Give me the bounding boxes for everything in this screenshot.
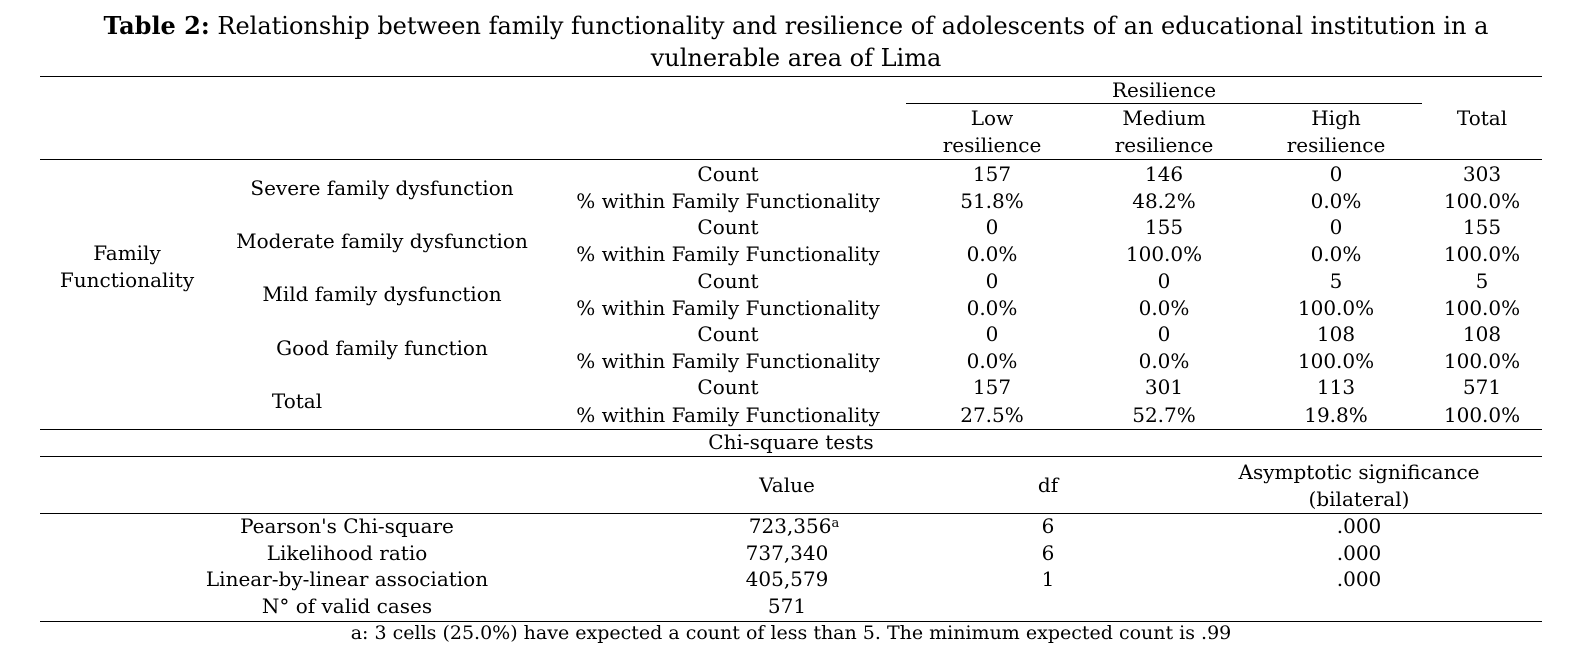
cell-pct-high: 0.0% (1310, 242, 1362, 266)
cell-count-low: 0 (985, 215, 999, 239)
stat-pct-label: % within Family Functionality (576, 403, 880, 427)
chi-header-rule (40, 513, 1542, 514)
cell-pct-medium: 48.2% (1132, 189, 1196, 213)
bottom-rule (40, 621, 1542, 622)
chi-square-title: Chi-square tests (708, 430, 874, 454)
chi-row-sig: .000 (1336, 541, 1382, 565)
chi-header-df: df (1037, 473, 1059, 497)
chi-row-value: 723,356a (748, 514, 840, 538)
cell-pct-total: 100.0% (1443, 403, 1521, 427)
table-caption: Relationship between family functionalit… (217, 12, 1489, 72)
table-title: Table 2: Relationship between family fun… (40, 10, 1552, 74)
cell-pct-low: 0.0% (966, 296, 1018, 320)
cell-count-low: 0 (985, 269, 999, 293)
cell-count-low: 157 (972, 162, 1012, 186)
cell-count-high: 108 (1316, 322, 1356, 346)
cell-count-total: 571 (1462, 375, 1502, 399)
column-header-total: Total (1456, 106, 1508, 130)
footnote-marker: a (831, 516, 840, 531)
cell-count-high: 113 (1316, 375, 1356, 399)
cell-pct-medium: 0.0% (1138, 296, 1190, 320)
resilience-group-rule (906, 103, 1422, 104)
cell-count-medium: 155 (1144, 215, 1184, 239)
cell-count-total: 155 (1462, 215, 1502, 239)
top-rule (40, 76, 1542, 77)
chi-row-label: Linear-by-linear association (205, 567, 489, 591)
cell-count-high: 5 (1329, 269, 1343, 293)
cell-pct-low: 27.5% (960, 403, 1024, 427)
column-header-low: Low resilience (942, 106, 1042, 157)
row-label: Good family function (276, 336, 488, 360)
cell-pct-high: 100.0% (1297, 349, 1375, 373)
resilience-group-header: Resilience (1111, 78, 1217, 102)
chi-row-df: 6 (1041, 541, 1055, 565)
row-label: Mild family dysfunction (262, 282, 502, 306)
cell-count-total: 108 (1462, 322, 1502, 346)
stat-pct-label: % within Family Functionality (576, 349, 880, 373)
row-label: Total (271, 389, 323, 413)
cell-pct-low: 51.8% (960, 189, 1024, 213)
chi-title-rule (40, 456, 1542, 457)
cell-pct-high: 0.0% (1310, 189, 1362, 213)
column-header-high: High resilience (1286, 106, 1386, 157)
row-variable-label: Family Functionality (59, 241, 195, 292)
stat-pct-label: % within Family Functionality (576, 296, 880, 320)
table-label: Table 2: (103, 11, 210, 40)
cell-count-total: 303 (1462, 162, 1502, 186)
cell-count-high: 0 (1329, 162, 1343, 186)
header-rule (40, 159, 1542, 160)
cell-count-medium: 301 (1144, 375, 1184, 399)
stat-pct-label: % within Family Functionality (576, 242, 880, 266)
chi-row-label: N° of valid cases (261, 594, 433, 618)
cell-pct-low: 0.0% (966, 242, 1018, 266)
cell-count-low: 157 (972, 375, 1012, 399)
chi-row-sig: .000 (1336, 567, 1382, 591)
chi-row-sig: .000 (1336, 514, 1382, 538)
cell-pct-high: 19.8% (1304, 403, 1368, 427)
chi-row-value: 737,340 (745, 541, 829, 565)
cell-pct-medium: 100.0% (1125, 242, 1203, 266)
cell-count-total: 5 (1475, 269, 1489, 293)
chi-header-value: Value (759, 473, 815, 497)
chi-row-value: 571 (767, 594, 807, 618)
crosstab-bottom-rule (40, 429, 1542, 430)
cell-count-high: 0 (1329, 215, 1343, 239)
cell-count-low: 0 (985, 322, 999, 346)
cell-pct-high: 100.0% (1297, 296, 1375, 320)
cell-pct-medium: 0.0% (1138, 349, 1190, 373)
cell-pct-total: 100.0% (1443, 242, 1521, 266)
chi-header-significance: Asymptotic significance (bilateral) (1238, 460, 1480, 511)
stat-count-label: Count (697, 375, 759, 399)
stat-count-label: Count (697, 269, 759, 293)
stat-count-label: Count (697, 162, 759, 186)
footnote: a: 3 cells (25.0%) have expected a count… (350, 622, 1232, 644)
stat-pct-label: % within Family Functionality (576, 189, 880, 213)
cell-pct-low: 0.0% (966, 349, 1018, 373)
column-header-medium: Medium resilience (1114, 106, 1214, 157)
cell-count-medium: 146 (1144, 162, 1184, 186)
cell-count-medium: 0 (1157, 269, 1171, 293)
cell-pct-total: 100.0% (1443, 189, 1521, 213)
chi-row-df: 6 (1041, 514, 1055, 538)
cell-pct-medium: 52.7% (1132, 403, 1196, 427)
chi-row-value: 405,579 (745, 567, 829, 591)
cell-count-medium: 0 (1157, 322, 1171, 346)
chi-row-label: Pearson's Chi-square (240, 514, 454, 538)
stat-count-label: Count (697, 215, 759, 239)
cell-pct-total: 100.0% (1443, 349, 1521, 373)
cell-pct-total: 100.0% (1443, 296, 1521, 320)
stat-count-label: Count (697, 322, 759, 346)
row-label: Severe family dysfunction (250, 176, 514, 200)
chi-row-df: 1 (1041, 567, 1055, 591)
chi-row-label: Likelihood ratio (266, 541, 428, 565)
row-label: Moderate family dysfunction (236, 229, 528, 253)
